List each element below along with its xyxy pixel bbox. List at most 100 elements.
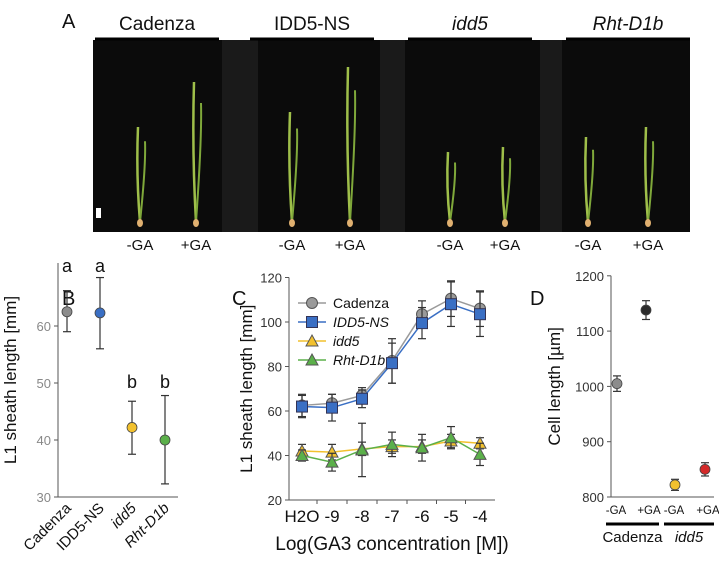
legend-marker (306, 297, 318, 309)
group-label: Cadenza (602, 529, 663, 546)
genotype-label-0: Cadenza (119, 14, 195, 35)
data-point (326, 401, 338, 414)
data-point-Rht-D1b (159, 434, 171, 446)
x-tick-label: -9 (324, 507, 339, 526)
y-tick-label: 20 (268, 493, 282, 508)
data-point (611, 378, 623, 390)
seed (289, 219, 295, 227)
y-tick-label: 1200 (575, 269, 604, 284)
treatment-label: -GA (437, 237, 464, 254)
data-point (386, 357, 398, 370)
data-point (474, 308, 486, 321)
panel-label-d: D (530, 288, 544, 310)
data-point (295, 448, 309, 461)
x-tick-label: +GA (696, 505, 719, 517)
x-tick-label: -5 (443, 507, 458, 526)
seed (585, 219, 591, 227)
seedling-leaf (647, 141, 655, 223)
panel-c-chart: 20 40 60 80 100 120 H2O -9 -8 -7 -6 -5 -4 Log(GA3 con… (237, 271, 509, 556)
x-tick-label: -6 (414, 507, 429, 526)
seedling-leaf (139, 141, 147, 223)
y-tick-label: 40 (37, 433, 51, 448)
genotype-label-2: idd5 (452, 14, 488, 35)
seed (502, 219, 508, 227)
data-point-IDD5-NS (94, 307, 106, 319)
x-tick-label: -GA (664, 505, 685, 517)
data-point (699, 463, 711, 475)
x-tick-label: -7 (384, 507, 399, 526)
seed (447, 219, 453, 227)
y-tick-label: 60 (37, 319, 51, 334)
panel-label-a: A (62, 11, 76, 33)
scale-bar (96, 208, 101, 218)
treatment-label: +GA (633, 237, 663, 254)
y-tick-label: 900 (582, 435, 604, 450)
seedling-leaf (446, 151, 452, 223)
seedling-leaf (501, 146, 507, 223)
seedling-leaf (192, 81, 198, 223)
panel-label-b: B (62, 288, 75, 310)
seed (645, 219, 651, 227)
y-tick-label: 120 (260, 271, 282, 286)
seed (137, 219, 143, 227)
y-tick-label: 800 (582, 490, 604, 505)
y-tick-label: 80 (268, 360, 282, 375)
treatment-label: +GA (181, 237, 211, 254)
seedling-leaf (195, 102, 203, 223)
treatment-label: +GA (335, 237, 365, 254)
data-point (325, 455, 339, 468)
y-axis-label: L1 sheath length [mm] (237, 305, 256, 473)
legend-label: Cadenza (333, 295, 389, 311)
legend-marker (306, 316, 318, 328)
y-axis-label: L1 sheath length [mm] (1, 296, 20, 464)
y-tick-label: 30 (37, 490, 51, 505)
series-Rht-D1b (295, 422, 487, 478)
data-point (416, 317, 428, 330)
y-tick-label: 1000 (575, 379, 604, 394)
series-Cadenza (296, 280, 486, 418)
significance-letter: b (127, 372, 137, 392)
treatment-label: +GA (490, 237, 520, 254)
photo-divider (380, 40, 405, 232)
series-line (301, 297, 481, 407)
x-tick-label: H2O (285, 507, 320, 526)
series-IDD5-NS (296, 281, 486, 422)
x-tick-label: -4 (472, 507, 487, 526)
y-tick-label: 100 (260, 315, 282, 330)
photo-divider (222, 40, 258, 232)
data-point-Cadenza (61, 306, 73, 318)
data-point (296, 400, 308, 413)
seedling-leaf (136, 126, 142, 223)
data-point (355, 442, 369, 456)
treatment-label: -GA (127, 237, 154, 254)
data-point (640, 304, 652, 316)
y-axis-label: Cell length [µm] (545, 327, 564, 445)
genotype-label-3: Rht-D1b (593, 14, 664, 35)
seedling-leaf (288, 111, 294, 223)
legend-marker (305, 352, 319, 366)
legend-label: IDD5-NS (333, 314, 390, 330)
seedling-leaf (291, 128, 299, 223)
data-point-idd5 (126, 422, 138, 433)
seedling-leaf (346, 66, 352, 223)
seed (193, 219, 199, 227)
legend-marker (305, 333, 319, 347)
panel-label-c: C (232, 288, 246, 310)
x-tick-label: -8 (354, 507, 369, 526)
genotype-label-1: IDD5-NS (274, 14, 350, 35)
panel-a-photos: Cadenza -GA +GA IDD5-NS -GA +GA idd5 -GA +GA Rht-… (93, 14, 690, 254)
data-point (669, 479, 681, 491)
x-tick-label: +GA (637, 505, 661, 517)
data-point (473, 447, 487, 460)
y-tick-label: 50 (37, 376, 51, 391)
data-point (356, 392, 368, 405)
data-point (445, 298, 457, 311)
seedling-leaf (587, 149, 595, 223)
significance-letter: b (160, 372, 170, 392)
seedling-leaf (584, 136, 590, 223)
data-point (444, 430, 458, 444)
seedling-leaf (504, 158, 512, 223)
